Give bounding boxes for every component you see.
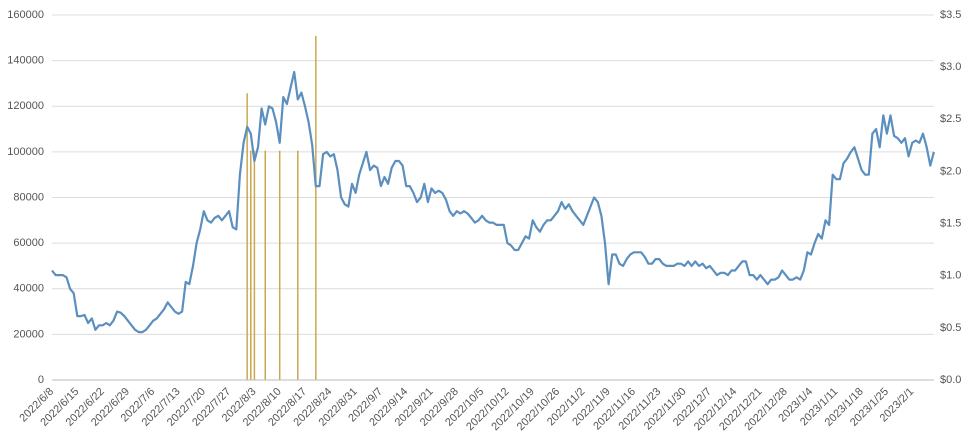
y-tick-label: 100000 — [7, 146, 44, 158]
y2-tick-label: $0.0 — [940, 374, 961, 386]
y2-tick-label: $2.0 — [940, 165, 961, 177]
y2-tick-label: $0.5 — [940, 322, 961, 334]
y2-tick-label: $2.5 — [940, 113, 961, 125]
y-tick-label: 80000 — [13, 191, 44, 203]
y2-tick-label: $1.5 — [940, 217, 961, 229]
y2-tick-label: $1.0 — [940, 270, 961, 282]
y-tick-label: 140000 — [7, 55, 44, 67]
y2-tick-label: $3.5 — [940, 9, 961, 21]
y-tick-label: 40000 — [13, 283, 44, 295]
y-tick-label: 60000 — [13, 237, 44, 249]
y-tick-label: 20000 — [13, 328, 44, 340]
y-tick-label: 0 — [38, 374, 44, 386]
line-series — [51, 70, 935, 334]
y2-tick-label: $3.0 — [940, 61, 961, 73]
y-tick-label: 160000 — [7, 9, 44, 21]
y-tick-label: 120000 — [7, 100, 44, 112]
